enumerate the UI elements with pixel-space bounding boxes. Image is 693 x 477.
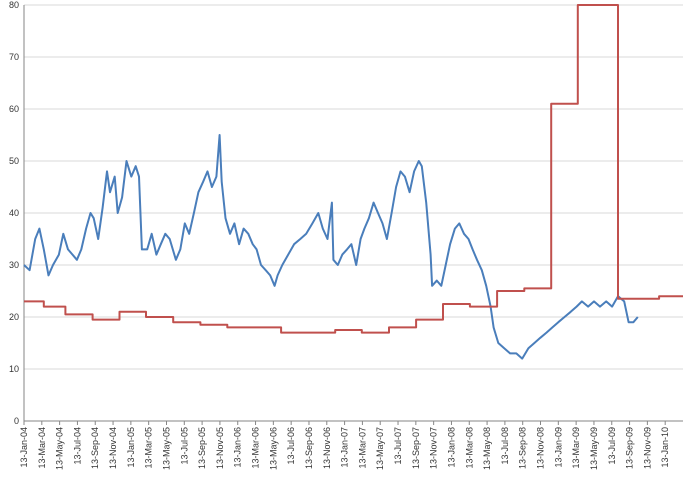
x-tick-label: 13-Jul-05 [179,427,189,465]
series-line-1 [23,134,639,360]
x-tick-label: 13-Sep-06 [304,427,314,469]
x-tick-label: 13-Jul-06 [286,427,296,465]
y-tick-label: 10 [9,364,19,374]
data-series [23,4,683,360]
gridlines [24,4,683,370]
x-tick-label: 13-Sep-07 [411,427,421,469]
x-tick-label: 13-Jan-07 [340,427,350,468]
y-tick-label: 70 [9,52,19,62]
x-tick-label: 13-Jan-04 [19,427,29,468]
x-tick-label: 13-Mar-05 [144,427,154,469]
x-tick-label: 13-May-04 [55,427,65,470]
x-tick-label: 13-Jul-07 [393,427,403,465]
y-tick-label: 40 [9,208,19,218]
x-tick-label: 13-Mar-09 [571,427,581,469]
x-tick-label: 13-Nov-09 [642,427,652,469]
x-tick-label: 13-Jul-09 [607,427,617,465]
x-tick-label: 13-May-06 [268,427,278,470]
x-tick-label: 13-Mar-06 [251,427,261,469]
x-tick-label: 13-Jul-04 [72,427,82,465]
y-tick-label: 60 [9,104,19,114]
x-tick-label: 13-May-09 [589,427,599,470]
x-tick-label: 13-Sep-08 [518,427,528,469]
x-tick-label: 13-Mar-08 [464,427,474,469]
y-tick-label: 0 [14,416,19,426]
x-tick-label: 13-Jan-06 [233,427,243,468]
axes [23,5,683,422]
y-tick-label: 20 [9,312,19,322]
x-tick-label: 13-Jan-09 [553,427,563,468]
x-tick-label: 13-Jan-10 [660,427,670,468]
x-tick-label: 13-Mar-07 [357,427,367,469]
x-tick-label: 13-Jan-08 [446,427,456,468]
x-tick-label: 13-Nov-05 [215,427,225,469]
x-tick-label: 13-May-05 [161,427,171,470]
x-tick-label: 13-Nov-07 [429,427,439,469]
x-tick-label: 13-Jul-08 [500,427,510,465]
x-tick-label: 13-Sep-09 [625,427,635,469]
y-tick-labels: 0 10 20 30 40 50 60 70 80 [9,0,19,426]
y-tick-label: 80 [9,0,19,10]
x-tick-label: 13-Jan-05 [126,427,136,468]
y-tick-label: 30 [9,260,19,270]
x-tick-label: 13-Nov-08 [536,427,546,469]
x-tick-label: 13-Nov-06 [322,427,332,469]
x-tick-label: 13-May-08 [482,427,492,470]
x-tick-label: 13-Nov-04 [108,427,118,469]
x-tick-label: 13-Sep-04 [90,427,100,469]
x-tick-label: 13-May-07 [375,427,385,470]
x-tick-labels: 13-Jan-04 13-Mar-04 13-May-04 13-Jul-04 13-S… [19,421,670,470]
x-tick-label: 13-Mar-04 [37,427,47,469]
y-tick-label: 50 [9,156,19,166]
x-tick-label: 13-Sep-05 [197,427,207,469]
series-line-2 [24,4,683,334]
